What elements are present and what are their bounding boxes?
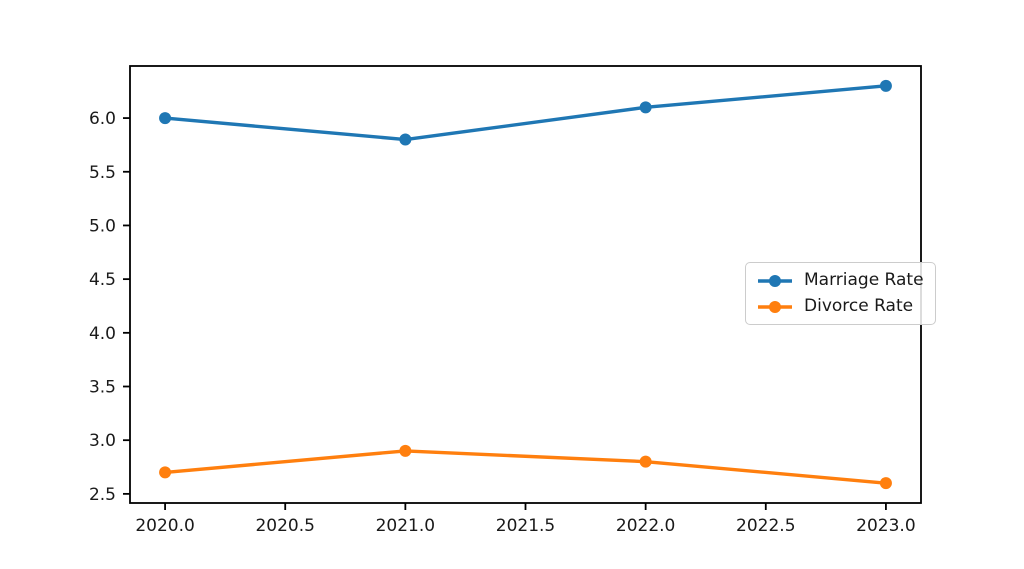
x-tick-label: 2021.5 bbox=[496, 516, 555, 536]
y-tick-label: 4.5 bbox=[89, 270, 116, 290]
data-point-marker bbox=[879, 79, 892, 92]
y-tick-label: 2.5 bbox=[89, 485, 116, 505]
y-tick-label: 6.0 bbox=[89, 109, 116, 129]
y-tick-label: 4.0 bbox=[89, 324, 116, 344]
x-tick-label: 2023.0 bbox=[856, 516, 915, 536]
x-tick-label: 2022.0 bbox=[616, 516, 675, 536]
data-point-marker bbox=[159, 112, 172, 125]
legend-label: Marriage Rate bbox=[804, 270, 924, 290]
data-point-marker bbox=[639, 101, 652, 114]
x-tick-label: 2022.5 bbox=[736, 516, 795, 536]
legend-label: Divorce Rate bbox=[804, 296, 914, 316]
x-tick-label: 2020.5 bbox=[255, 516, 314, 536]
data-point-marker bbox=[399, 444, 412, 457]
legend: Marriage Rate Divorce Rate bbox=[745, 262, 936, 325]
legend-line-marker-icon bbox=[758, 300, 792, 313]
y-tick-label: 5.0 bbox=[89, 216, 116, 236]
legend-item-divorce-rate: Divorce Rate bbox=[756, 296, 924, 317]
series-line bbox=[163, 84, 888, 142]
legend-item-marriage-rate: Marriage Rate bbox=[756, 270, 924, 291]
y-tick-label: 3.5 bbox=[89, 378, 116, 398]
y-tick-label: 5.5 bbox=[89, 163, 116, 183]
series-line bbox=[163, 449, 888, 485]
data-point-marker bbox=[879, 477, 892, 490]
y-tick-label: 3.0 bbox=[89, 431, 116, 451]
legend-line-marker-icon bbox=[758, 274, 792, 287]
x-tick-label: 2021.0 bbox=[376, 516, 435, 536]
data-point-marker bbox=[159, 466, 172, 479]
x-tick-label: 2020.0 bbox=[135, 516, 194, 536]
data-point-marker bbox=[639, 455, 652, 468]
data-point-marker bbox=[399, 133, 412, 146]
